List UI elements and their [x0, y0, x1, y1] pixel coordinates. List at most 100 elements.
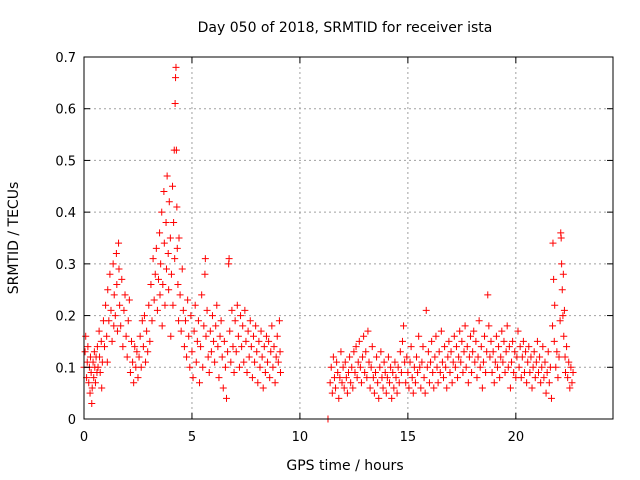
data-point	[150, 296, 158, 304]
data-point	[488, 368, 496, 376]
data-point	[349, 384, 357, 392]
data-point	[157, 260, 165, 268]
data-point	[254, 379, 262, 387]
data-point	[186, 363, 194, 371]
data-point	[361, 368, 369, 376]
data-point	[123, 353, 131, 361]
data-point	[167, 270, 175, 278]
data-point	[470, 327, 478, 335]
y-tick-label: 0.3	[55, 258, 76, 273]
data-point	[558, 286, 566, 294]
data-point	[125, 296, 133, 304]
y-tick-label: 0.6	[55, 103, 76, 118]
data-point	[443, 384, 451, 392]
data-point	[191, 301, 199, 309]
data-point	[159, 281, 167, 289]
data-point	[427, 358, 435, 366]
data-point	[549, 239, 557, 247]
data-point	[215, 374, 223, 382]
data-point	[84, 343, 92, 351]
data-point	[233, 301, 241, 309]
data-point	[179, 306, 187, 314]
y-tick-label: 0	[68, 413, 76, 428]
x-tick-label: 15	[400, 430, 417, 445]
data-point	[398, 337, 406, 345]
data-point	[411, 379, 419, 387]
data-point	[219, 384, 227, 392]
data-point	[459, 368, 467, 376]
data-point	[158, 208, 166, 216]
data-point	[216, 332, 224, 340]
data-point	[367, 363, 375, 371]
data-point	[336, 374, 344, 382]
data-point	[359, 353, 367, 361]
data-point	[437, 327, 445, 335]
data-point	[93, 343, 101, 351]
data-point	[425, 379, 433, 387]
data-point	[483, 348, 491, 356]
data-point	[207, 348, 215, 356]
data-point	[569, 368, 577, 376]
data-point	[341, 358, 349, 366]
data-point	[478, 384, 486, 392]
data-point	[523, 379, 531, 387]
data-point	[377, 348, 385, 356]
data-points	[80, 63, 577, 423]
data-point	[438, 358, 446, 366]
data-point	[530, 348, 538, 356]
data-point	[206, 327, 214, 335]
data-point	[531, 374, 539, 382]
data-point	[428, 337, 436, 345]
data-point	[545, 379, 553, 387]
data-point	[134, 374, 142, 382]
data-point	[154, 275, 162, 283]
data-point	[543, 368, 551, 376]
data-point	[528, 384, 536, 392]
data-point	[550, 337, 558, 345]
data-point	[445, 337, 453, 345]
data-point	[177, 327, 185, 335]
data-point	[404, 368, 412, 376]
data-point	[149, 255, 157, 263]
data-point	[476, 363, 484, 371]
data-point	[266, 374, 274, 382]
data-point	[464, 379, 472, 387]
data-point	[273, 332, 281, 340]
data-point	[532, 358, 540, 366]
data-point	[90, 348, 98, 356]
data-point	[479, 358, 487, 366]
data-point	[172, 74, 180, 82]
data-point	[242, 337, 250, 345]
data-point	[339, 363, 347, 371]
data-point	[172, 146, 180, 154]
data-point	[136, 332, 144, 340]
data-point	[170, 218, 178, 226]
data-point	[384, 353, 392, 361]
data-point	[271, 379, 279, 387]
data-point	[327, 363, 335, 371]
data-point	[381, 368, 389, 376]
data-point	[506, 384, 514, 392]
data-point	[115, 265, 123, 273]
data-point	[338, 379, 346, 387]
data-point	[486, 353, 494, 361]
data-point	[559, 270, 567, 278]
data-point	[230, 368, 238, 376]
data-point	[465, 353, 473, 361]
data-point	[363, 374, 371, 382]
x-tick-label: 20	[508, 430, 525, 445]
data-point	[274, 358, 282, 366]
data-point	[237, 312, 245, 320]
data-point	[91, 379, 99, 387]
data-point	[101, 343, 109, 351]
data-point	[394, 363, 402, 371]
data-point	[232, 348, 240, 356]
data-point	[433, 363, 441, 371]
data-point	[522, 348, 530, 356]
data-point	[201, 255, 209, 263]
data-point	[446, 368, 454, 376]
data-point	[90, 374, 98, 382]
data-point	[346, 353, 354, 361]
data-point	[82, 332, 90, 340]
data-point	[184, 296, 192, 304]
